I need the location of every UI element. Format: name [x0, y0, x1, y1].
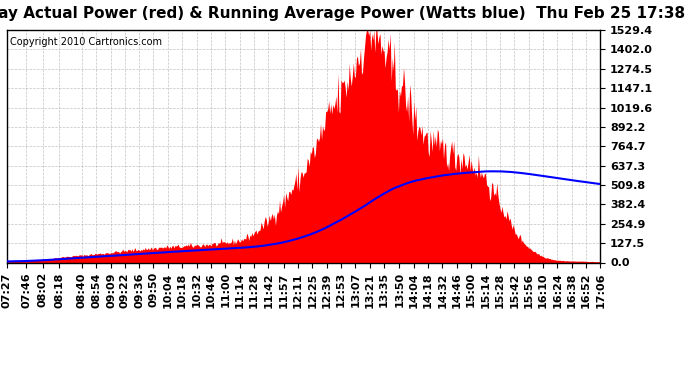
- Text: West Array Actual Power (red) & Running Average Power (Watts blue)  Thu Feb 25 1: West Array Actual Power (red) & Running …: [0, 6, 684, 21]
- Text: Copyright 2010 Cartronics.com: Copyright 2010 Cartronics.com: [10, 37, 162, 47]
